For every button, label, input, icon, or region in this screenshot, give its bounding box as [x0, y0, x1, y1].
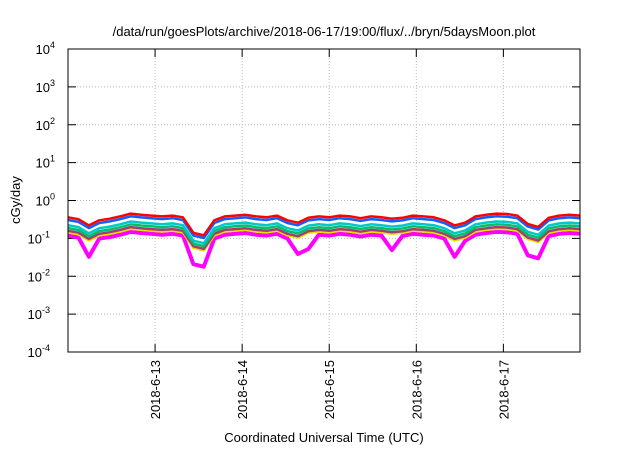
y-tick-label: 101 — [36, 154, 55, 171]
x-tick-label: 2018-6-13 — [148, 360, 163, 419]
plot-frame — [67, 48, 581, 353]
series-line — [67, 229, 581, 269]
x-tick-label: 2018-6-17 — [496, 360, 511, 419]
series-line — [67, 227, 581, 252]
y-tick-label: 102 — [36, 116, 55, 133]
y-tick-label: 10-3 — [28, 305, 50, 322]
axis-ticks: 104 103 102 101 100 10-1 10-2 10-3 10-4 2018-6-13… — [28, 40, 580, 419]
y-tick-label: 10-2 — [28, 267, 50, 284]
series-line — [67, 212, 581, 237]
y-axis-label: cGy/day — [8, 176, 23, 224]
series-line — [67, 215, 581, 240]
y-tick-label: 10-4 — [28, 343, 50, 360]
x-axis-label: Coordinated Universal Time (UTC) — [224, 430, 423, 445]
series-line — [67, 223, 581, 248]
series-lines — [67, 212, 581, 269]
chart-title: /data/run/goesPlots/archive/2018-06-17/1… — [113, 24, 536, 39]
x-tick-label: 2018-6-15 — [322, 360, 337, 419]
grid — [68, 49, 580, 352]
y-tick-label: 104 — [36, 40, 55, 57]
y-tick-label: 103 — [36, 78, 55, 95]
series-line — [67, 220, 581, 245]
x-tick-label: 2018-6-16 — [409, 360, 424, 419]
series-line — [67, 225, 581, 251]
x-tick-label: 2018-6-14 — [235, 360, 250, 419]
y-tick-label: 100 — [36, 192, 55, 209]
y-tick-label: 10-1 — [28, 229, 50, 246]
